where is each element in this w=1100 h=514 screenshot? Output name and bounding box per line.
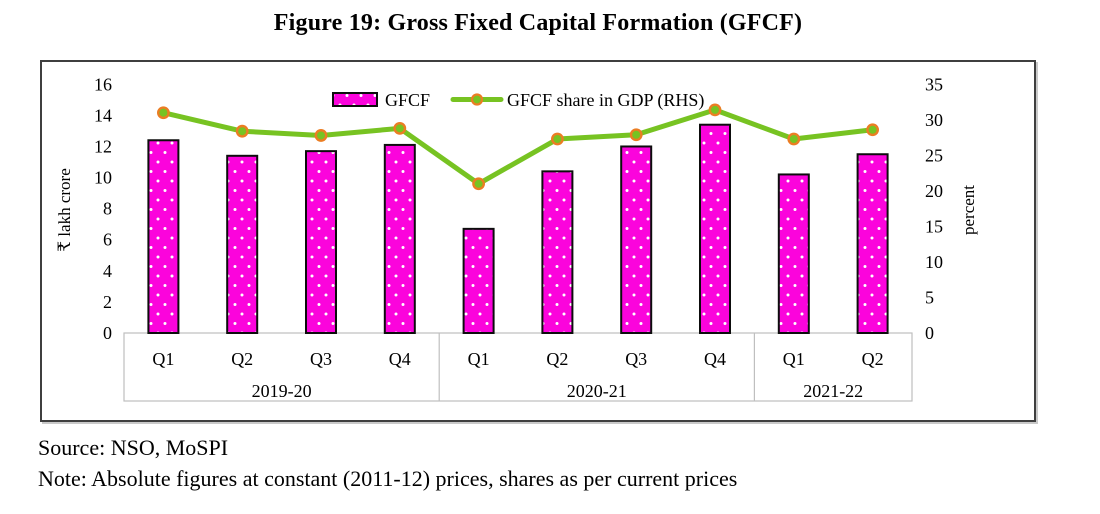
right-axis-tick: 30 <box>925 110 943 130</box>
quarter-label: Q1 <box>152 349 174 369</box>
gdp-share-marker <box>787 132 801 146</box>
gfcf-bar <box>541 170 574 334</box>
quarter-label: Q2 <box>862 349 884 369</box>
right-axis-tick: 0 <box>925 323 934 343</box>
gdp-share-marker <box>629 128 643 142</box>
left-axis-title: ₹ lakh crore <box>55 168 74 252</box>
gfcf-bar <box>620 145 653 334</box>
gfcf-bar <box>699 123 731 335</box>
quarter-label: Q1 <box>783 349 805 369</box>
gfcf-bar <box>305 150 337 334</box>
right-axis-tick: 15 <box>925 216 943 236</box>
gdp-share-marker <box>472 177 485 191</box>
gdp-share-marker <box>157 106 170 120</box>
quarter-label: Q2 <box>546 349 568 369</box>
gfcf-combo-chart: 2019-20 2020-21 2021-22 Q1 Q2 Q3 Q4 Q1 Q2 Q3 Q4 Q1 Q… <box>55 74 978 402</box>
gfcf-bar <box>147 139 180 334</box>
left-axis-tick: 14 <box>94 105 112 125</box>
left-axis-tick: 4 <box>103 261 112 281</box>
gfcf-bar <box>383 143 416 334</box>
right-axis-tick: 10 <box>925 252 943 272</box>
legend-line-label: GFCF share in GDP (RHS) <box>507 90 704 111</box>
chart-footnotes: Source: NSO, MoSPI Note: Absolute figure… <box>38 432 737 494</box>
year-group-label: 2019-20 <box>252 381 312 401</box>
quarter-label: Q3 <box>625 349 647 369</box>
note-text: Note: Absolute figures at constant (2011… <box>38 466 738 491</box>
figure-title: Figure 19: Gross Fixed Capital Formation… <box>273 10 803 36</box>
legend-line-marker <box>470 93 484 106</box>
right-axis-tick: 5 <box>925 287 934 307</box>
left-axis-tick: 6 <box>103 230 112 250</box>
gdp-share-marker <box>314 129 328 142</box>
legend-bar-swatch <box>332 92 378 107</box>
gdp-share-marker <box>393 121 407 135</box>
gdp-share-marker <box>708 103 722 117</box>
gfcf-bar <box>226 154 259 334</box>
quarter-label: Q2 <box>231 349 253 369</box>
gdp-share-line <box>160 107 876 187</box>
gdp-share-marker <box>551 132 564 146</box>
right-axis-tick: 20 <box>925 181 943 201</box>
right-axis-title: percent <box>959 185 978 235</box>
gdp-share-marker <box>235 124 249 138</box>
right-axis-tick: 35 <box>925 74 943 94</box>
quarter-label: Q3 <box>310 349 332 369</box>
left-axis-tick: 0 <box>103 323 112 343</box>
chart-frame: 2019-20 2020-21 2021-22 Q1 Q2 Q3 Q4 Q1 Q2 Q3 Q4 Q1 Q… <box>40 60 1036 422</box>
gfcf-bar <box>462 227 495 334</box>
legend-bar-label: GFCF <box>385 90 430 110</box>
left-axis-tick: 8 <box>103 199 112 219</box>
left-axis-tick: 2 <box>103 292 112 312</box>
gfcf-bar <box>856 153 889 334</box>
gfcf-bar <box>777 173 810 334</box>
source-text: Source: NSO, MoSPI <box>38 435 229 460</box>
left-axis-tick: 16 <box>94 74 112 94</box>
quarter-label: Q4 <box>389 349 411 369</box>
year-group-label: 2021-22 <box>803 381 863 401</box>
right-axis-tick: 25 <box>925 145 943 165</box>
quarter-label: Q1 <box>468 349 490 369</box>
quarter-label: Q4 <box>704 349 726 369</box>
year-group-label: 2020-21 <box>567 381 627 401</box>
gdp-share-marker <box>866 123 879 137</box>
left-axis-tick: 12 <box>94 136 112 156</box>
left-axis-tick: 10 <box>94 168 112 188</box>
